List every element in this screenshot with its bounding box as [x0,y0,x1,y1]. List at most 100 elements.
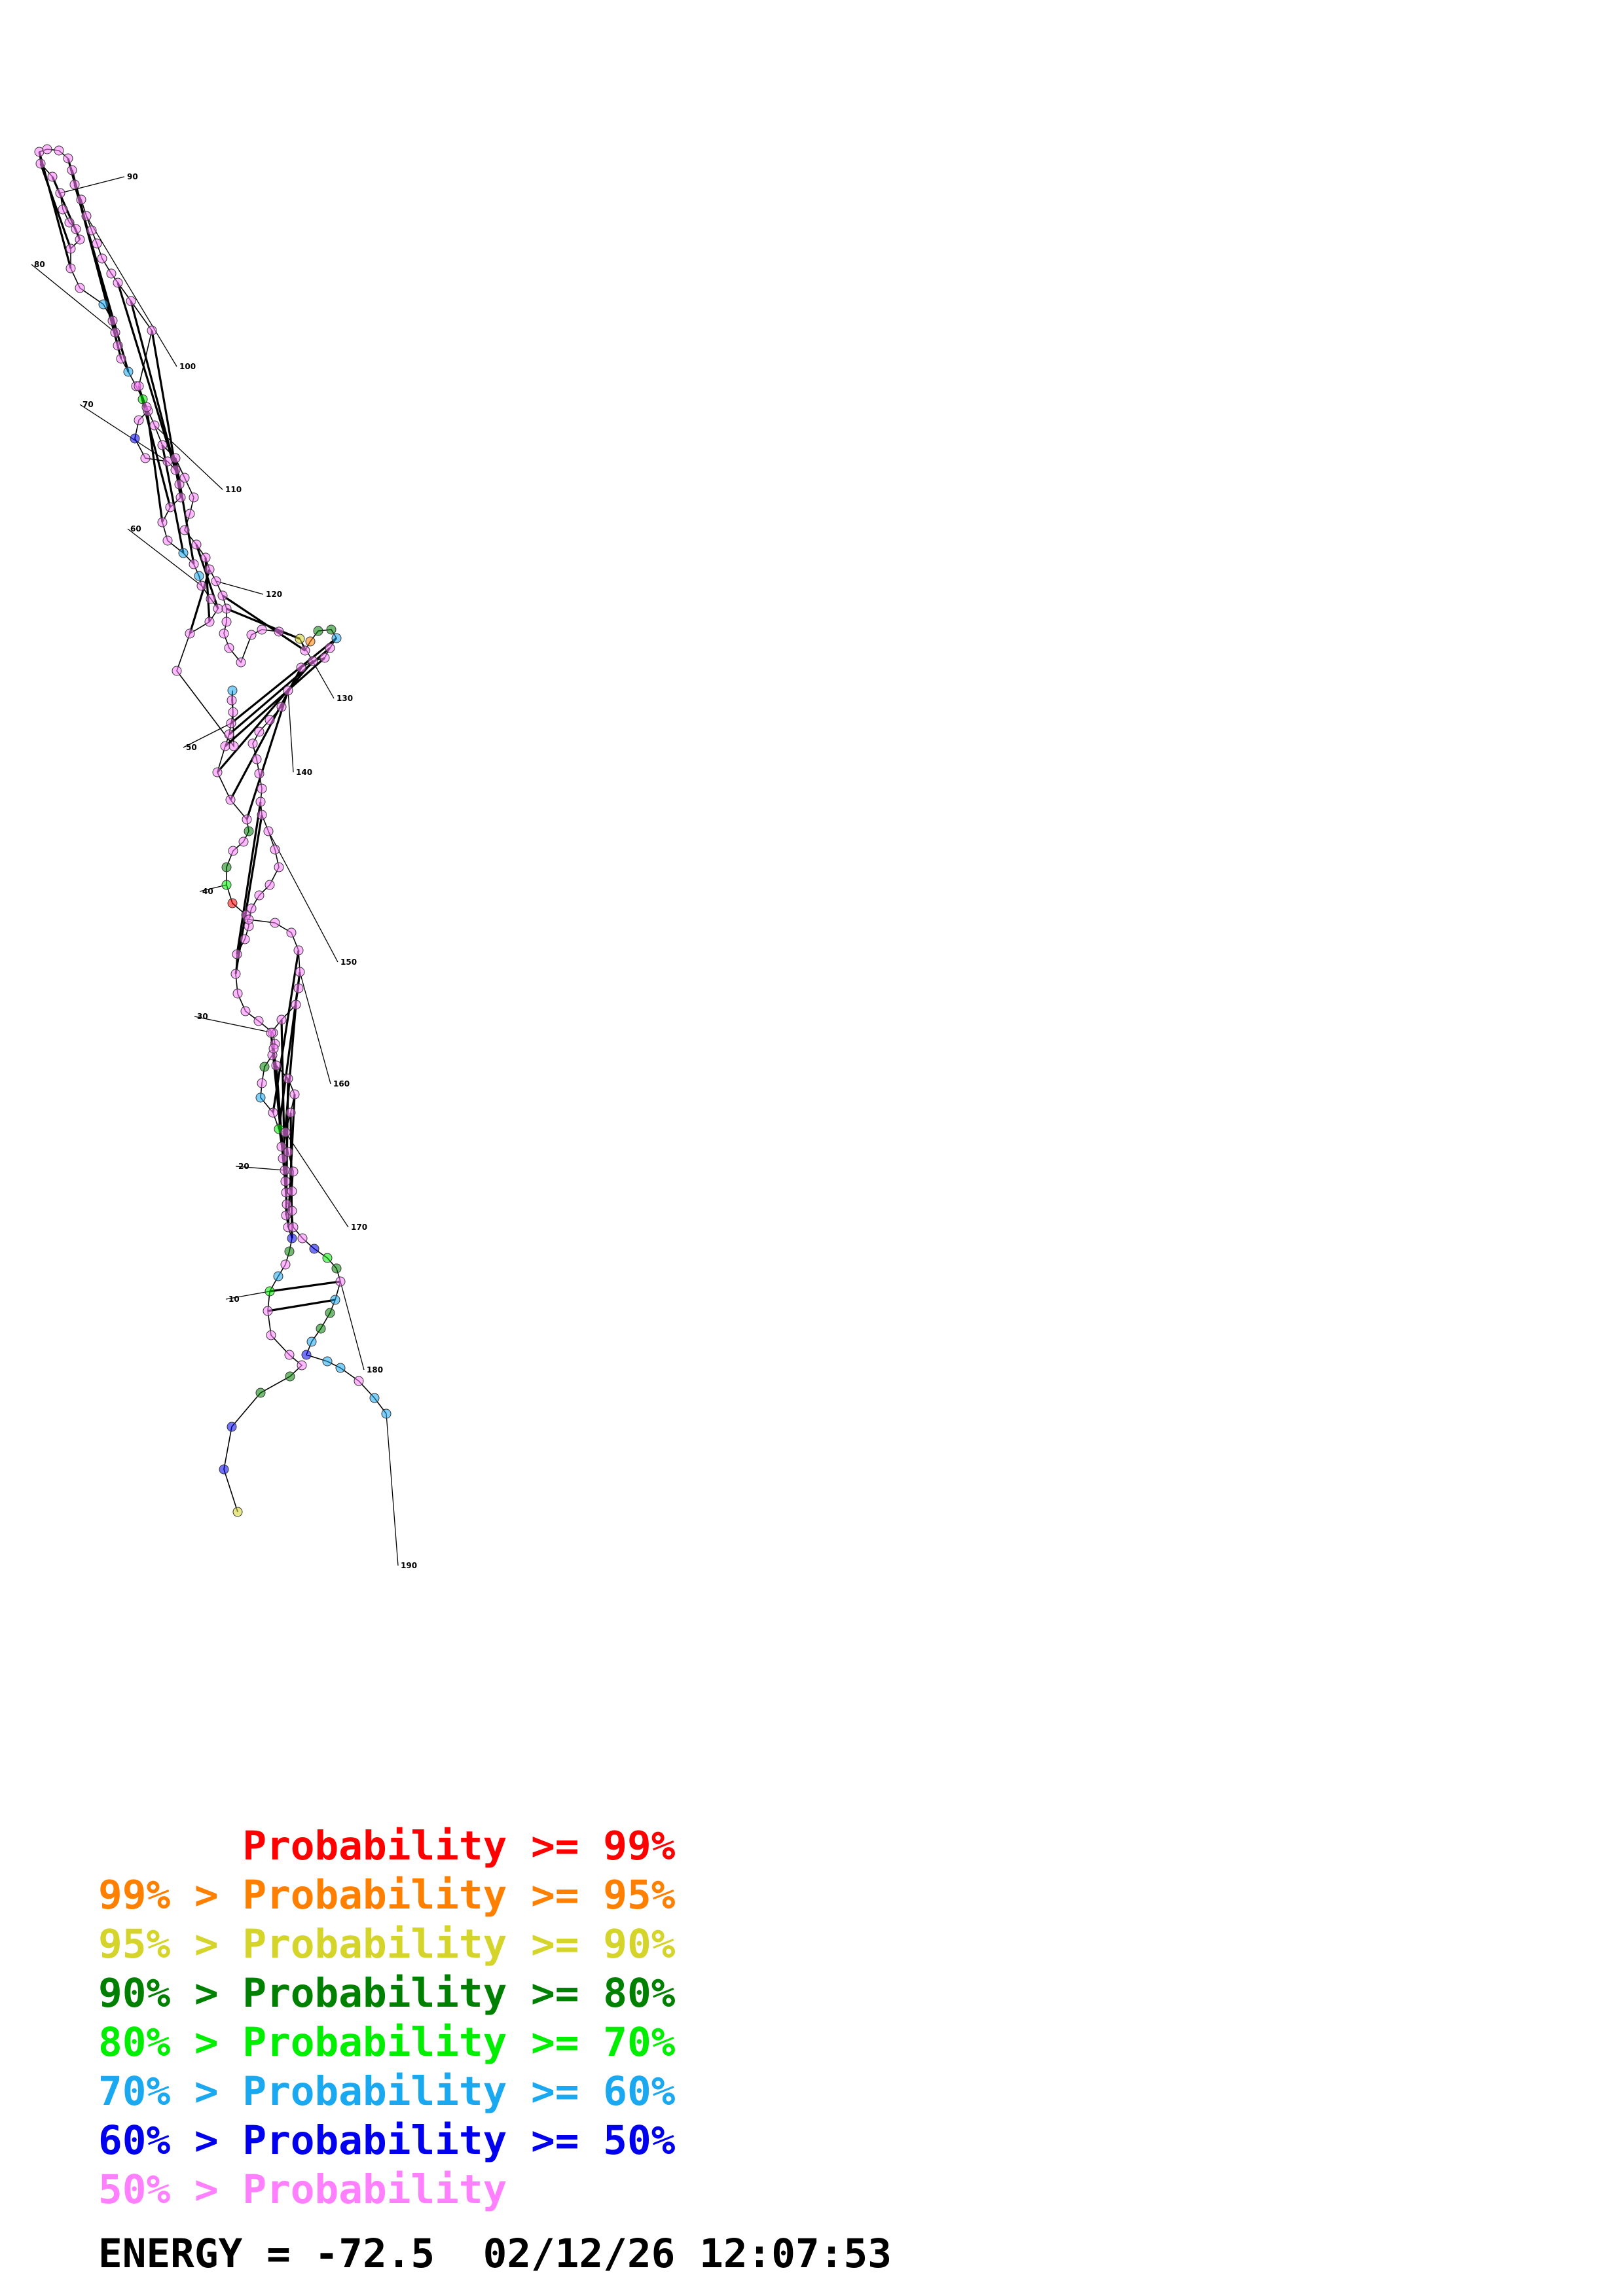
nucleotide [157,440,168,450]
nucleotide [211,576,221,586]
base-pair-bond [117,282,177,471]
nucleotide [288,1222,299,1232]
nucleotide [255,797,266,807]
nucleotide [259,1062,270,1072]
nucleotide [58,204,68,215]
nucleotide [228,846,238,856]
position-tick [287,690,294,773]
nucleotide [97,253,107,264]
nucleotide [254,768,264,779]
nucleotide [141,402,152,412]
position-tick [127,528,202,586]
nucleotide [204,564,215,575]
nucleotide [130,433,140,444]
nucleotide [297,1233,308,1244]
nucleotide [162,535,173,546]
nucleotide [280,1127,291,1138]
nucleotide [306,1336,317,1347]
position-label: 130 [337,694,353,703]
nucleotide [257,624,267,635]
nucleotide [228,707,238,717]
base-pair-bond [269,1280,341,1293]
nucleotide [137,394,148,404]
nucleotide [221,603,232,614]
nucleotide [126,296,136,306]
backbone-line [39,149,387,1513]
nucleotide [301,1350,312,1360]
nucleotide [255,1388,266,1398]
nucleotide [244,914,254,925]
energy-readout: ENERGY = -72.5 02/12/26 12:07:53 [98,2231,892,2277]
nucleotide [280,1165,290,1175]
nucleotide [244,826,254,836]
nucleotide [335,1276,346,1287]
nucleotide [55,188,65,198]
nucleotide [283,1073,293,1084]
nucleotide [257,783,267,794]
nucleotide [268,1043,279,1054]
nucleotide [287,1233,297,1244]
base-pair-bond [226,607,301,640]
nucleotide [110,327,120,338]
nucleotide [254,890,264,901]
nucleotide [179,473,190,483]
position-tick [268,831,338,963]
nucleotide [284,1350,295,1360]
legend-entry: 95% > Probability >= 90% [98,1921,676,1967]
nucleotide [75,234,85,245]
legend-entry: 60% > Probability >= 50% [98,2117,676,2164]
nucleotide [113,340,123,351]
position-label: 190 [401,1561,417,1570]
nucleotide [246,630,257,640]
nucleotide [280,1176,291,1187]
nucleotide [47,171,58,182]
nucleotide [204,617,215,627]
position-tick [386,1413,399,1566]
position-label: 40 [202,887,213,896]
nucleotide [270,844,280,855]
nucleotide [238,836,249,847]
legend-entry: 80% > Probability >= 70% [98,2019,676,2066]
nucleotide [289,1089,300,1100]
nucleotide [170,453,181,463]
nucleotide [257,810,267,820]
nucleotide [276,1014,287,1025]
nucleotide [212,767,223,778]
nucleotide [54,145,64,156]
base-pair-bond [38,151,72,269]
backbone-strand [39,149,387,1513]
nucleotide [263,826,274,836]
nucleotides [34,144,392,1517]
position-tick [340,1281,365,1371]
nucleotide [64,217,75,228]
position-tick [299,971,331,1085]
base-pair-bond [39,163,72,249]
nucleotide [273,1271,283,1282]
nucleotide [224,729,234,740]
nucleotide [174,479,185,490]
nucleotide [123,367,134,377]
nucleotide [284,1246,295,1257]
nucleotide [322,1253,333,1263]
nucleotide [316,1323,326,1334]
nucleotide [232,1507,243,1517]
nucleotide [219,628,229,639]
position-label: 180 [367,1365,383,1374]
nucleotide [228,741,239,751]
nucleotide [280,1259,291,1270]
nucleotide [189,492,199,503]
nucleotide [134,415,144,425]
nucleotide [232,988,243,999]
nucleotide [293,945,304,956]
nucleotide [268,1107,278,1118]
nucleotide [369,1393,380,1403]
nucleotide [63,153,73,164]
position-tick [154,425,223,490]
base-pair-bond [174,457,195,565]
nucleotide [221,617,232,627]
nucleotide [196,581,207,591]
nucleotide [81,211,92,221]
nucleotide [326,624,337,635]
position-label: 30 [197,1012,208,1021]
nucleotide [194,571,204,581]
